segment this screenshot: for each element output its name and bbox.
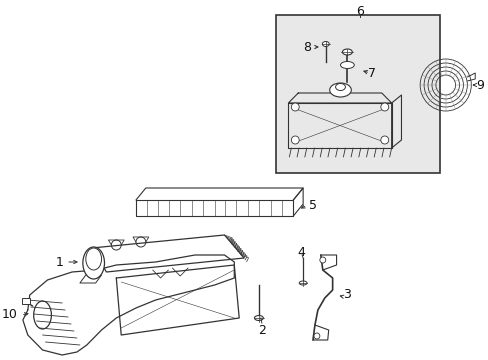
Ellipse shape	[82, 247, 104, 279]
Text: 7: 7	[367, 67, 375, 80]
Circle shape	[313, 333, 319, 339]
Text: 4: 4	[297, 246, 305, 258]
Bar	[275, 15, 439, 173]
Ellipse shape	[85, 248, 102, 270]
Circle shape	[319, 257, 325, 263]
Circle shape	[291, 103, 299, 111]
Circle shape	[380, 136, 388, 144]
Text: 2: 2	[257, 324, 265, 337]
Text: 8: 8	[303, 41, 310, 54]
Text: 6: 6	[356, 5, 364, 18]
Circle shape	[380, 103, 388, 111]
Circle shape	[291, 136, 299, 144]
Text: 1: 1	[55, 256, 63, 269]
Ellipse shape	[342, 49, 351, 55]
Bar	[22, 298, 30, 304]
Text: 9: 9	[475, 78, 483, 91]
Text: 3: 3	[343, 288, 350, 302]
Ellipse shape	[299, 281, 306, 285]
Ellipse shape	[322, 41, 328, 46]
Ellipse shape	[340, 62, 353, 68]
Text: 5: 5	[308, 198, 316, 212]
Text: 10: 10	[2, 309, 18, 321]
Ellipse shape	[329, 83, 350, 97]
Ellipse shape	[254, 315, 263, 320]
Ellipse shape	[335, 84, 345, 90]
